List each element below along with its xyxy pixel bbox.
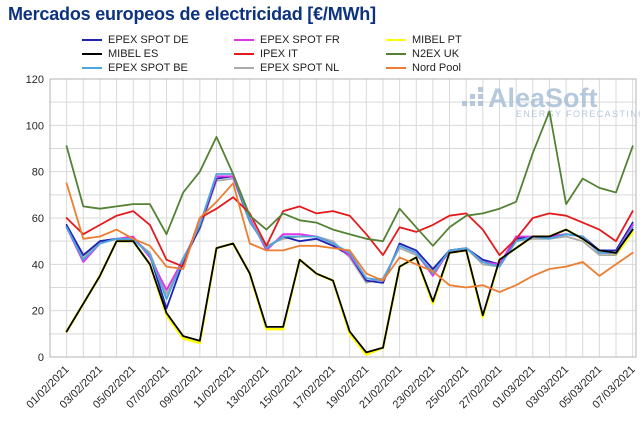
logo-dots-icon <box>462 87 483 106</box>
series-line-n2ex-uk <box>65 110 634 247</box>
x-axis: 01/02/202103/02/202105/02/202107/02/2021… <box>24 364 637 411</box>
legend-item-epex-spot-be: EPEX SPOT BE <box>82 61 234 75</box>
legend-label: IPEX IT <box>260 48 298 60</box>
legend-item-n2ex-uk: N2EX UK <box>386 47 504 61</box>
legend-swatch-epex-spot-de <box>82 39 102 41</box>
legend-item-nord-pool: Nord Pool <box>386 61 504 75</box>
legend-label: EPEX SPOT DE <box>108 34 189 46</box>
y-axis-tick-label: 100 <box>26 120 44 132</box>
series-line-mibel-es <box>65 228 634 354</box>
legend-swatch-n2ex-uk <box>386 53 406 55</box>
logo-subtitle: ENERGY FORECASTING <box>516 109 640 119</box>
y-axis-tick-label: 0 <box>38 352 44 364</box>
legend-item-epex-spot-nl: EPEX SPOT NL <box>234 61 386 75</box>
legend-item-mibel-es: MIBEL ES <box>82 47 234 61</box>
legend-label: EPEX SPOT NL <box>260 62 340 74</box>
legend-label: MIBEL PT <box>412 34 462 46</box>
legend-label: N2EX UK <box>412 48 460 60</box>
y-axis-tick-label: 20 <box>32 306 44 318</box>
gridlines <box>50 79 636 357</box>
legend-label: EPEX SPOT FR <box>260 34 340 46</box>
legend-swatch-epex-spot-be <box>82 67 102 69</box>
legend-swatch-nord-pool <box>386 67 406 69</box>
chart-title: Mercados europeos de electricidad [€/MWh… <box>8 4 376 24</box>
legend: EPEX SPOT DE MIBEL ES EPEX SPOT BE EPEX SPO… <box>82 33 504 75</box>
legend-item-epex-spot-fr: EPEX SPOT FR <box>234 33 386 47</box>
legend-swatch-mibel-pt <box>386 39 406 41</box>
y-axis: 0 20 40 60 80 100 120 <box>26 74 44 364</box>
legend-item-ipex-it: IPEX IT <box>234 47 386 61</box>
y-axis-tick-label: 120 <box>26 74 44 86</box>
y-axis-tick-label: 60 <box>32 213 44 225</box>
plot-frame <box>49 78 637 358</box>
legend-label: EPEX SPOT BE <box>108 62 188 74</box>
y-axis-tick-label: 40 <box>32 259 44 271</box>
legend-swatch-ipex-it <box>234 53 254 55</box>
legend-label: MIBEL ES <box>108 48 159 60</box>
legend-swatch-epex-spot-nl <box>234 67 254 69</box>
legend-swatch-mibel-es <box>82 53 102 55</box>
legend-item-epex-spot-de: EPEX SPOT DE <box>82 33 234 47</box>
series-line-nord-pool <box>65 182 634 294</box>
y-axis-tick-label: 80 <box>32 167 44 179</box>
logo-text: AleaSoft <box>488 83 598 113</box>
legend-label: Nord Pool <box>412 62 461 74</box>
series-line-ipex-it <box>65 196 634 268</box>
legend-item-mibel-pt: MIBEL PT <box>386 33 504 47</box>
legend-swatch-epex-spot-fr <box>234 39 254 41</box>
